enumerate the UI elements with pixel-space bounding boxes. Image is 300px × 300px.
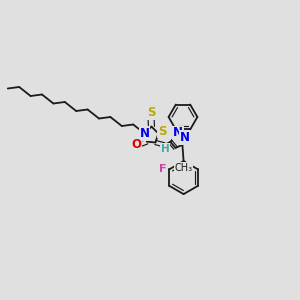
- Text: H: H: [161, 144, 170, 154]
- Text: S: S: [147, 106, 155, 119]
- Text: N: N: [173, 126, 183, 140]
- Text: N: N: [179, 131, 190, 144]
- Text: O: O: [131, 138, 141, 152]
- Text: N: N: [140, 127, 150, 140]
- Text: F: F: [159, 164, 166, 174]
- Text: CH₃: CH₃: [175, 163, 193, 173]
- Text: S: S: [158, 124, 166, 138]
